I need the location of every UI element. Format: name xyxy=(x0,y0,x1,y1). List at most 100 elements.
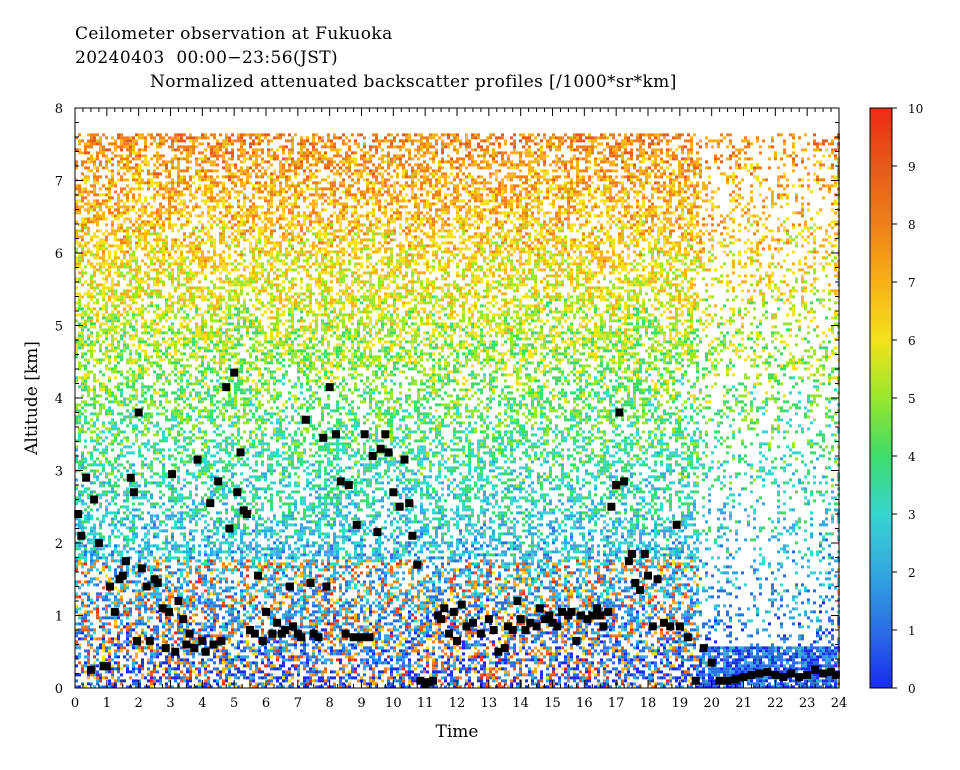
cloud-base-marker xyxy=(82,473,91,482)
cloud-base-marker xyxy=(588,611,597,620)
cloud-base-marker xyxy=(158,604,167,613)
cloud-base-marker xyxy=(532,622,541,631)
cloud-base-marker xyxy=(384,448,393,457)
y-tick-label: 0 xyxy=(55,682,63,697)
cloud-base-marker xyxy=(86,665,95,674)
cloud-base-marker xyxy=(683,633,692,642)
cloud-base-marker xyxy=(102,662,111,671)
cloud-base-marker xyxy=(437,615,446,624)
cloud-base-marker xyxy=(723,676,732,685)
cloud-base-marker xyxy=(503,622,512,631)
cloud-base-marker xyxy=(325,383,334,392)
x-tick-label: 18 xyxy=(640,696,657,711)
cloud-base-marker xyxy=(540,615,549,624)
cloud-base-marker xyxy=(449,607,458,616)
y-tick-label: 3 xyxy=(55,465,63,480)
cloud-base-marker xyxy=(373,528,382,537)
cloud-base-marker xyxy=(368,452,377,460)
cloud-base-marker xyxy=(666,622,675,631)
cloud-base-marker xyxy=(596,611,605,620)
cloud-base-marker xyxy=(233,488,242,497)
cloud-base-marker xyxy=(508,626,517,634)
x-tick-label: 1 xyxy=(103,696,111,711)
x-tick-label: 14 xyxy=(512,696,529,711)
cloud-base-marker xyxy=(190,644,199,653)
colorbar-ticks: 0 1 2 3 4 5 6 7 8 9 10 xyxy=(892,102,923,696)
cloud-base-marker xyxy=(607,502,616,511)
cloud-base-marker xyxy=(819,669,828,678)
cloud-base-marker xyxy=(322,582,331,591)
cloud-base-marker xyxy=(332,430,341,439)
x-tick-label: 16 xyxy=(576,696,593,711)
cloud-base-marker xyxy=(161,644,170,653)
cloud-base-marker xyxy=(106,582,115,591)
cloud-base-marker xyxy=(516,615,525,624)
cloud-base-marker xyxy=(500,644,509,653)
cloud-base-marker xyxy=(250,629,259,638)
cloud-base-marker xyxy=(242,510,251,518)
cloud-base-marker xyxy=(319,433,328,442)
cloud-base-marker xyxy=(222,383,231,392)
cloud-base-marker xyxy=(365,633,374,642)
cloud-base-marker xyxy=(134,408,143,417)
cloud-base-marker xyxy=(484,615,493,624)
colorbar-tick-label: 9 xyxy=(908,160,916,174)
cloud-base-marker xyxy=(94,539,103,547)
cloud-base-marker xyxy=(572,636,581,645)
cloud-base-marker xyxy=(831,670,840,679)
cloud-base-marker xyxy=(453,636,461,645)
x-tick-label: 3 xyxy=(166,696,174,711)
cloud-base-marker xyxy=(593,604,602,613)
cloud-base-marker xyxy=(400,455,409,464)
cloud-base-marker xyxy=(171,647,180,656)
colorbar-tick-label: 8 xyxy=(908,218,916,232)
cloud-base-marker xyxy=(628,549,637,558)
cloud-base-marker xyxy=(739,673,748,682)
cloud-base-marker xyxy=(118,571,127,580)
cloud-base-marker xyxy=(349,633,358,642)
colorbar-tick-label: 5 xyxy=(908,392,916,406)
cloud-base-marker xyxy=(145,636,154,645)
cloud-base-marker xyxy=(230,368,239,377)
x-tick-label: 24 xyxy=(831,696,848,711)
x-tick-label: 7 xyxy=(294,696,302,711)
cloud-base-marker xyxy=(246,626,255,634)
cloud-base-marker xyxy=(336,477,345,486)
cloud-base-marker xyxy=(659,618,668,627)
chart-subtitle: Normalized attenuated backscatter profil… xyxy=(150,72,677,92)
cloud-base-marker xyxy=(90,495,99,504)
cloud-base-marker xyxy=(811,665,820,674)
cloud-base-marker xyxy=(648,622,657,631)
cloud-base-marker xyxy=(640,549,649,558)
cloud-base-marker xyxy=(583,615,592,624)
cloud-base-marker xyxy=(653,575,662,584)
cloud-base-marker xyxy=(193,455,202,464)
cloud-base-marker xyxy=(408,531,417,540)
cloud-base-marker xyxy=(201,647,210,656)
x-axis-label: Time xyxy=(436,722,479,742)
cloud-base-marker xyxy=(672,520,681,529)
cloud-base-marker xyxy=(174,597,183,605)
cloud-base-marker xyxy=(389,488,398,497)
cloud-base-marker xyxy=(214,477,223,486)
x-tick-label: 10 xyxy=(385,696,402,711)
y-axis-label: Altitude [km] xyxy=(22,341,42,456)
cloud-base-marker xyxy=(133,636,142,645)
cloud-base-marker xyxy=(567,607,576,616)
cloud-base-marker xyxy=(747,670,756,679)
cloud-base-marker xyxy=(707,658,716,667)
y-tick-label: 6 xyxy=(55,247,63,262)
cloud-base-marker xyxy=(620,477,629,486)
cloud-base-marker xyxy=(341,629,350,638)
x-tick-label: 12 xyxy=(449,696,466,711)
colorbar-tick-label: 2 xyxy=(908,566,916,580)
cloud-base-marker xyxy=(168,470,177,479)
x-tick-label: 5 xyxy=(230,696,238,711)
cloud-base-marker xyxy=(771,670,780,679)
cloud-base-marker xyxy=(297,633,306,642)
cloud-base-marker xyxy=(121,557,130,566)
cloud-base-marker xyxy=(309,629,318,638)
cloud-base-marker xyxy=(153,578,162,587)
cloud-base-marker xyxy=(179,615,188,624)
cloud-base-marker xyxy=(225,524,234,533)
